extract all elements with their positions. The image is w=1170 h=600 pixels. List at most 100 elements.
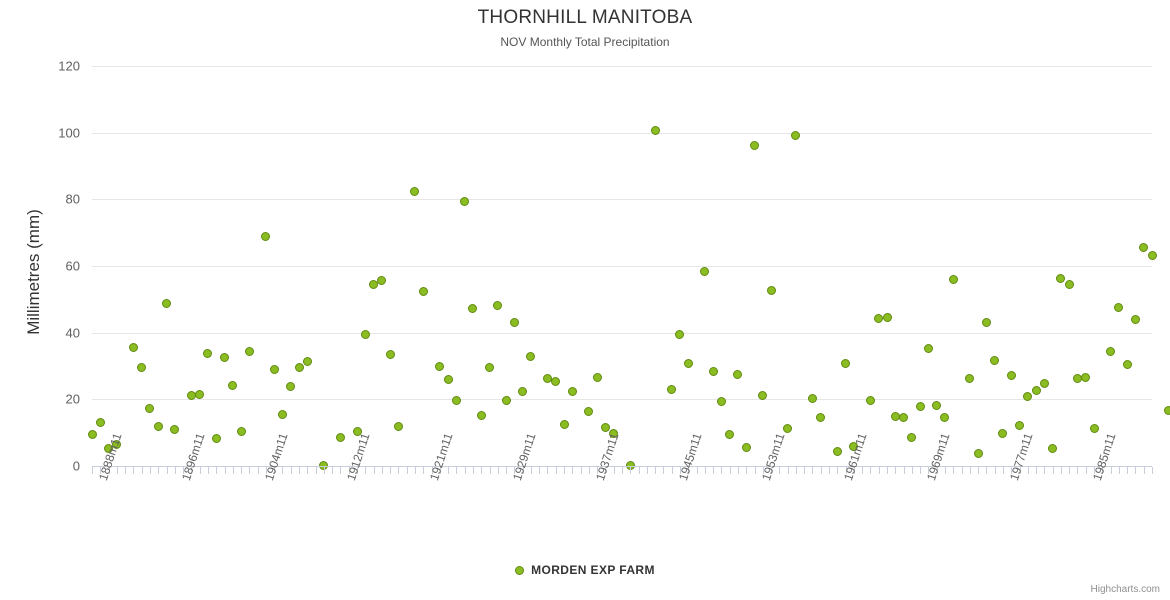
data-point[interactable] [1122, 359, 1132, 369]
data-point[interactable] [211, 433, 221, 443]
data-point[interactable] [236, 426, 246, 436]
data-point[interactable] [1056, 273, 1066, 283]
data-point[interactable] [137, 362, 147, 372]
data-point[interactable] [559, 420, 569, 430]
data-point[interactable] [667, 385, 677, 395]
data-point[interactable] [965, 373, 975, 383]
data-point[interactable] [418, 287, 428, 297]
data-point[interactable] [841, 359, 851, 369]
data-point[interactable] [741, 442, 751, 452]
data-point[interactable] [849, 442, 859, 452]
data-point[interactable] [584, 406, 594, 416]
data-point[interactable] [153, 421, 163, 431]
data-point[interactable] [998, 429, 1008, 439]
data-point[interactable] [228, 381, 238, 391]
data-point[interactable] [518, 386, 528, 396]
data-point[interactable] [783, 423, 793, 433]
data-point[interactable] [128, 342, 138, 352]
data-point[interactable] [1139, 243, 1149, 253]
data-point[interactable] [443, 375, 453, 385]
data-point[interactable] [990, 355, 1000, 365]
data-point[interactable] [476, 410, 486, 420]
data-point[interactable] [923, 343, 933, 353]
data-point[interactable] [501, 396, 511, 406]
data-point[interactable] [816, 412, 826, 422]
data-point[interactable] [592, 372, 602, 382]
data-point[interactable] [145, 403, 155, 413]
data-point[interactable] [791, 131, 801, 141]
data-point[interactable] [758, 390, 768, 400]
data-point[interactable] [286, 381, 296, 391]
data-point[interactable] [203, 348, 213, 358]
data-point[interactable] [733, 370, 743, 380]
data-point[interactable] [170, 425, 180, 435]
data-point[interactable] [874, 314, 884, 324]
data-point[interactable] [468, 304, 478, 314]
data-point[interactable] [1130, 315, 1140, 325]
data-point[interactable] [460, 196, 470, 206]
data-point[interactable] [725, 430, 735, 440]
data-point[interactable] [600, 422, 610, 432]
data-point[interactable] [360, 330, 370, 340]
data-point[interactable] [244, 347, 254, 357]
data-point[interactable] [907, 432, 917, 442]
data-point[interactable] [1048, 443, 1058, 453]
data-point[interactable] [940, 412, 950, 422]
data-point[interactable] [882, 312, 892, 322]
data-point[interactable] [1006, 370, 1016, 380]
data-point[interactable] [1039, 378, 1049, 388]
data-point[interactable] [294, 362, 304, 372]
data-point[interactable] [493, 300, 503, 310]
data-point[interactable] [973, 448, 983, 458]
data-point[interactable] [609, 428, 619, 438]
data-point[interactable] [932, 400, 942, 410]
data-point[interactable] [948, 274, 958, 284]
data-point[interactable] [716, 397, 726, 407]
data-point[interactable] [112, 439, 122, 449]
data-point[interactable] [1081, 372, 1091, 382]
data-point[interactable] [385, 349, 395, 359]
data-point[interactable] [369, 279, 379, 289]
data-point[interactable] [104, 443, 114, 453]
data-point[interactable] [277, 409, 287, 419]
data-point[interactable] [1164, 405, 1170, 415]
data-point[interactable] [807, 393, 817, 403]
data-point[interactable] [551, 376, 561, 386]
data-point[interactable] [1031, 386, 1041, 396]
data-point[interactable] [377, 276, 387, 286]
data-point[interactable] [526, 351, 536, 361]
data-point[interactable] [1023, 392, 1033, 402]
data-point[interactable] [700, 266, 710, 276]
data-point[interactable] [981, 317, 991, 327]
data-point[interactable] [832, 447, 842, 457]
data-point[interactable] [567, 386, 577, 396]
data-point[interactable] [766, 285, 776, 295]
legend-item-morden-exp-farm[interactable]: MORDEN EXP FARM [515, 563, 655, 577]
data-point[interactable] [750, 140, 759, 150]
data-point[interactable] [451, 396, 461, 406]
data-point[interactable] [220, 353, 229, 363]
data-point[interactable] [683, 359, 693, 369]
data-point[interactable] [95, 417, 105, 427]
data-point[interactable] [708, 366, 718, 376]
data-point[interactable] [650, 126, 660, 136]
data-point[interactable] [899, 412, 909, 422]
data-point[interactable] [1015, 420, 1024, 430]
data-point[interactable] [675, 329, 685, 339]
data-point[interactable] [485, 362, 494, 372]
data-point[interactable] [865, 395, 875, 405]
data-point[interactable] [1064, 279, 1074, 289]
data-point[interactable] [261, 232, 271, 242]
data-point[interactable] [335, 432, 345, 442]
data-point[interactable] [435, 361, 445, 371]
data-point[interactable] [1147, 250, 1157, 260]
data-point[interactable] [162, 298, 172, 308]
data-point[interactable] [1114, 303, 1124, 313]
data-point[interactable] [393, 421, 403, 431]
data-point[interactable] [269, 364, 279, 374]
data-point[interactable] [410, 187, 420, 197]
data-point[interactable] [1089, 424, 1099, 434]
data-point[interactable] [1106, 347, 1116, 357]
data-point[interactable] [915, 402, 925, 412]
data-point[interactable] [509, 317, 519, 327]
